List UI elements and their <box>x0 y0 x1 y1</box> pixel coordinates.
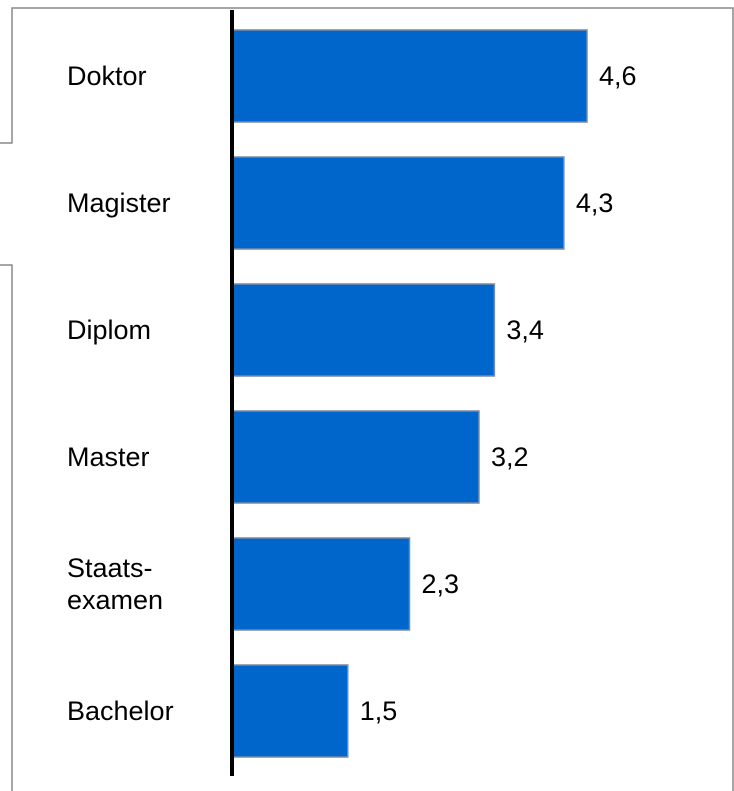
value-label: 4,3 <box>575 188 614 218</box>
category-label: Bachelor <box>67 696 174 726</box>
category-label: Diplom <box>67 315 152 345</box>
value-label: 2,3 <box>421 569 460 599</box>
value-label: 4,6 <box>599 61 637 91</box>
frame <box>0 7 734 791</box>
category-label: Master <box>67 442 150 472</box>
category-label: Magister <box>67 188 171 218</box>
value-label: 1,5 <box>359 696 398 726</box>
bar <box>231 537 411 631</box>
bar <box>231 664 349 758</box>
bar <box>231 29 588 123</box>
frame-line <box>0 264 13 791</box>
bar <box>231 283 496 377</box>
value-label: 3,2 <box>490 442 529 472</box>
value-label: 3,4 <box>506 315 544 345</box>
category-label: Doktor <box>67 61 147 91</box>
category-label: Staats- examen <box>67 553 164 615</box>
frame-line <box>0 7 734 791</box>
bar <box>231 156 565 250</box>
bar <box>231 410 480 504</box>
